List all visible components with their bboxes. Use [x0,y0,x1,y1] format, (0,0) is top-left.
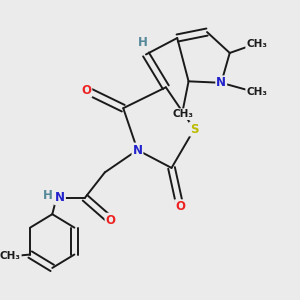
Text: H: H [43,189,53,202]
Text: CH₃: CH₃ [0,251,21,261]
Text: O: O [106,214,116,227]
Text: S: S [190,123,199,136]
Text: H: H [138,36,148,49]
Text: CH₃: CH₃ [172,109,194,119]
Text: CH₃: CH₃ [246,39,267,49]
Text: N: N [55,191,65,204]
Text: CH₃: CH₃ [246,87,267,97]
Text: O: O [175,200,185,213]
Text: N: N [216,76,226,89]
Text: N: N [133,143,142,157]
Text: O: O [81,84,92,97]
